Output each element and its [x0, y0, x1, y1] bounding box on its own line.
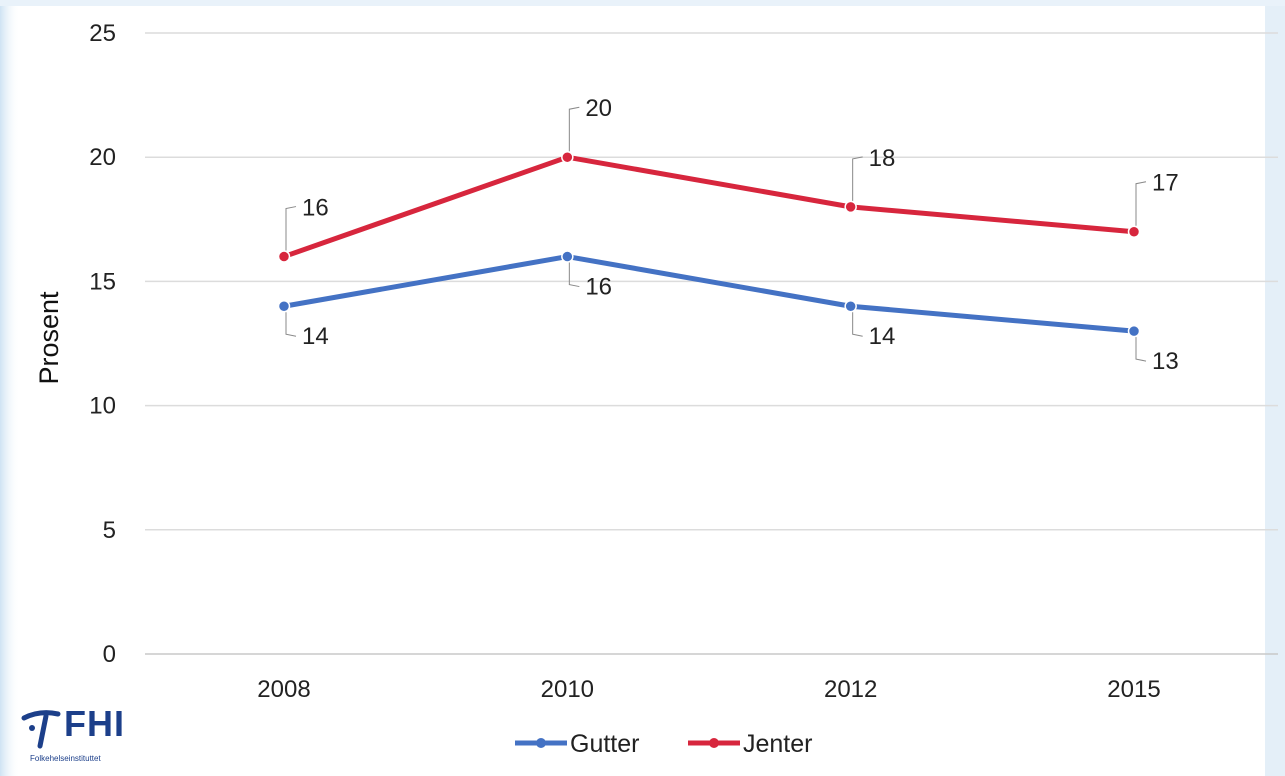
y-tick-label: 0 — [103, 641, 116, 668]
series-layer: 14 16 14 13 16 20 18 17 — [277, 95, 1179, 375]
data-point — [561, 150, 574, 164]
legend-marker — [709, 738, 719, 748]
data-point — [561, 250, 574, 263]
data-label-leader — [852, 156, 863, 201]
data-label: 13 — [1152, 348, 1179, 375]
data-point — [844, 299, 857, 313]
data-point — [844, 200, 857, 214]
y-axis-title: Prosent — [34, 291, 64, 385]
series-line — [281, 154, 1137, 260]
series-gutter: 14 16 14 13 — [277, 250, 1179, 375]
legend-label: Gutter — [570, 730, 639, 758]
y-tick-label: 10 — [89, 393, 116, 420]
y-tick-label: 20 — [89, 144, 116, 171]
data-label: 20 — [585, 95, 612, 122]
fhi-logo-icon — [21, 710, 61, 749]
data-label-leader — [568, 106, 580, 152]
x-tick-label: 2010 — [541, 676, 594, 703]
series-jenter: 16 20 18 17 — [277, 95, 1179, 263]
series-line — [281, 254, 1137, 334]
fhi-logo: FHI Folkehelseinstituttet — [20, 704, 150, 770]
fhi-logo-subtitle: Folkehelseinstituttet — [30, 754, 101, 763]
data-label-leader — [285, 312, 297, 337]
fhi-logo-text: FHI — [64, 703, 125, 744]
data-label-leader — [1135, 337, 1147, 362]
data-label: 18 — [869, 145, 896, 172]
legend-item-jenter: Jenter — [688, 730, 812, 758]
data-label-leader — [1135, 181, 1147, 226]
data-label: 14 — [302, 323, 329, 350]
data-point — [1127, 225, 1141, 238]
data-label: 14 — [869, 323, 896, 350]
data-label: 16 — [302, 195, 329, 222]
data-label-leader — [852, 312, 863, 337]
data-label: 16 — [585, 274, 612, 301]
legend-item-gutter: Gutter — [515, 730, 639, 758]
x-tick-label: 2012 — [824, 676, 877, 703]
data-point — [277, 250, 291, 263]
legend-marker — [536, 738, 546, 748]
legend: Gutter Jenter — [515, 730, 812, 758]
y-axis-ticks: 0 5 10 15 20 25 — [89, 20, 116, 668]
x-axis-ticks: 2008 2010 2012 2015 — [257, 676, 1160, 703]
data-label: 17 — [1152, 170, 1179, 197]
data-label-leader — [568, 262, 580, 288]
data-point — [1127, 324, 1141, 338]
y-tick-label: 25 — [89, 20, 116, 47]
x-tick-label: 2008 — [257, 676, 310, 703]
y-tick-label: 5 — [103, 517, 116, 544]
legend-label: Jenter — [743, 730, 812, 758]
y-tick-label: 15 — [89, 268, 116, 295]
data-label-leader — [285, 206, 297, 251]
x-tick-label: 2015 — [1107, 676, 1160, 703]
data-point — [277, 299, 291, 313]
